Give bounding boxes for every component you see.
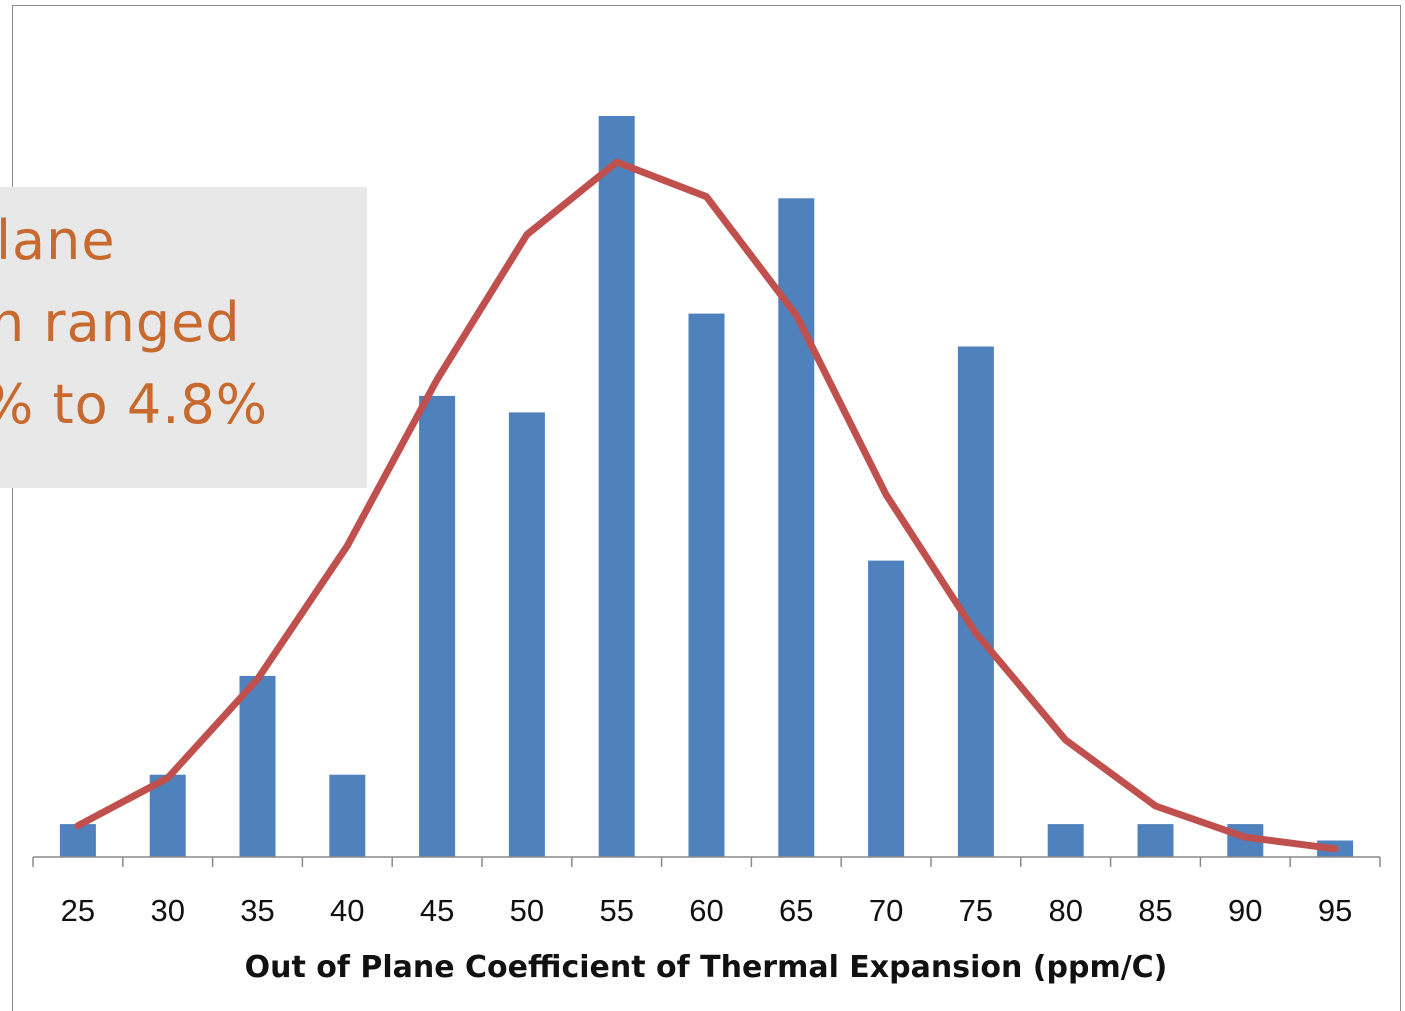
x-tick-label-80: 80 [1048,893,1082,928]
x-tick-label-65: 65 [779,893,813,928]
text-callout: lane n ranged % to 4.8% [0,187,367,488]
callout-line-3: % to 4.8% [0,373,269,436]
bar-65 [778,198,815,858]
bar-series [59,116,1354,858]
x-tick-label-85: 85 [1138,893,1172,928]
x-tick-label-50: 50 [510,893,544,928]
callout-line-1: lane [0,209,116,272]
bar-70 [868,560,905,857]
x-tick-label-40: 40 [330,893,364,928]
x-tick-label-35: 35 [240,893,274,928]
bar-80 [1047,824,1084,857]
x-tick-label-75: 75 [959,893,993,928]
x-tick-label-70: 70 [869,893,903,928]
bar-35 [239,675,276,857]
bar-25 [59,824,96,857]
bar-75 [957,346,994,857]
x-tick-label-90: 90 [1228,893,1262,928]
chart-frame [12,5,1401,1011]
callout-line-2: n ranged [0,291,241,354]
fit-curve-series [74,158,1339,853]
bar-30 [149,774,186,857]
bar-85 [1137,824,1174,857]
bar-45 [419,395,456,857]
x-tick-label-25: 25 [61,893,95,928]
bar-40 [329,774,366,857]
x-tick-label-55: 55 [599,893,633,928]
fit-curve-line [74,158,1339,853]
bar-55 [598,116,635,857]
x-tick-label-30: 30 [150,893,184,928]
x-tick-label-45: 45 [420,893,454,928]
bar-60 [688,313,725,858]
x-tick-label-60: 60 [689,893,723,928]
x-tick-labels: 25 30 35 40 45 50 55 60 65 70 75 80 85 90 95 [61,893,1353,928]
x-tick-label-95: 95 [1318,893,1352,928]
x-axis [32,856,1381,867]
bar-50 [508,412,545,857]
x-axis-title: Out of Plane Coefficient of Thermal Expa… [245,950,1168,985]
